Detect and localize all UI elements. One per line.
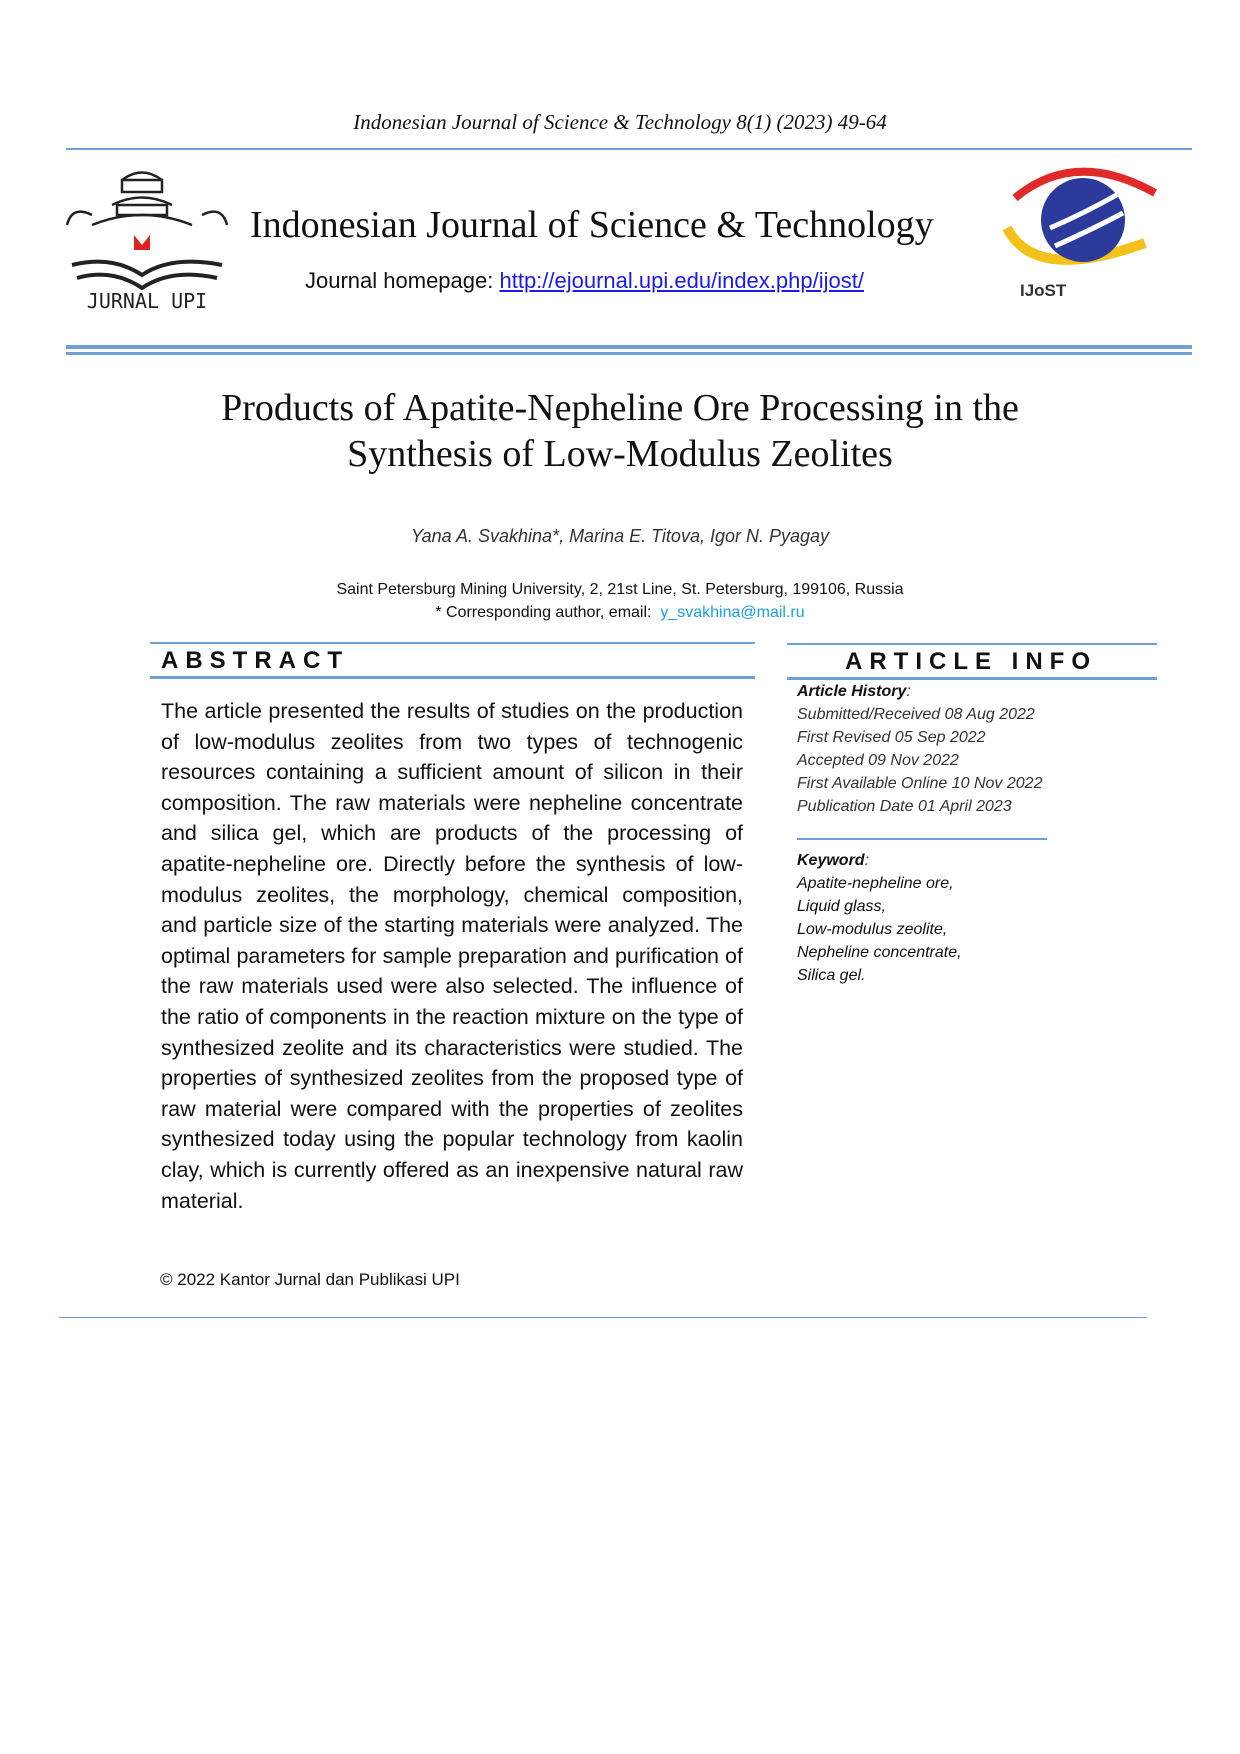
history-item: Publication Date 01 April 2023 [797, 798, 1012, 815]
copyright: © 2022 Kantor Jurnal dan Publikasi UPI [160, 1270, 460, 1289]
header-top-rule [66, 148, 1192, 150]
history-item: Accepted 09 Nov 2022 [797, 752, 959, 769]
ijost-logo-text: IJoST [1020, 281, 1067, 300]
history-item: First Revised 05 Sep 2022 [797, 729, 986, 746]
history-separator [797, 818, 1047, 840]
jurnal-upi-logo: JURNAL UPI [65, 171, 229, 313]
history-item: First Available Online 10 Nov 2022 [797, 775, 1043, 792]
affiliation-block: Saint Petersburg Mining University, 2, 2… [0, 578, 1240, 624]
keyword-item: Apatite-nepheline ore, [797, 875, 954, 892]
article-history-label: Article History [797, 683, 907, 700]
ijost-logo: IJoST [1002, 167, 1157, 300]
keyword-item: Low-modulus zeolite, [797, 921, 948, 938]
article-info-bottom-rule [787, 677, 1157, 680]
history-item: Submitted/Received 08 Aug 2022 [797, 706, 1035, 723]
abstract-heading: ABSTRACT [161, 647, 349, 674]
paper-title-line-2: Synthesis of Low-Modulus Zeolites [347, 433, 893, 475]
article-info-top-rule [787, 643, 1157, 645]
running-header: Indonesian Journal of Science & Technolo… [353, 110, 887, 134]
corresponding-label: * Corresponding author, email: [435, 604, 652, 621]
homepage-label: Journal homepage: [305, 268, 494, 293]
corresponding-email-link[interactable]: y_svakhina@mail.ru [660, 604, 805, 621]
paper-title-line-1: Products of Apatite-Nepheline Ore Proces… [221, 387, 1019, 429]
authors: Yana A. Svakhina*, Marina E. Titova, Igo… [410, 526, 830, 546]
abstract-text: The article presented the results of stu… [161, 699, 743, 1213]
article-info: Article History: Submitted/Received 08 A… [797, 680, 1047, 987]
header-double-rule-bottom [66, 352, 1192, 355]
keyword-item: Silica gel. [797, 967, 866, 984]
paper-title: Products of Apatite-Nepheline Ore Proces… [100, 385, 1140, 477]
keyword-item: Nepheline concentrate, [797, 944, 962, 961]
abstract-bottom-rule [150, 676, 755, 679]
keyword-label: Keyword [797, 852, 865, 869]
footer-rule [59, 1317, 1147, 1318]
journal-homepage: Journal homepage: http://ejournal.upi.ed… [305, 268, 864, 294]
abstract-top-rule [150, 642, 755, 644]
journal-title: Indonesian Journal of Science & Technolo… [250, 204, 934, 246]
affiliation: Saint Petersburg Mining University, 2, 2… [336, 581, 904, 598]
keyword-item: Liquid glass, [797, 898, 886, 915]
jurnal-upi-logo-text: JURNAL UPI [87, 289, 207, 313]
article-info-heading: ARTICLE INFO [845, 648, 1097, 675]
header-double-rule-top [66, 345, 1192, 349]
homepage-link[interactable]: http://ejournal.upi.edu/index.php/ijost/ [499, 268, 864, 293]
